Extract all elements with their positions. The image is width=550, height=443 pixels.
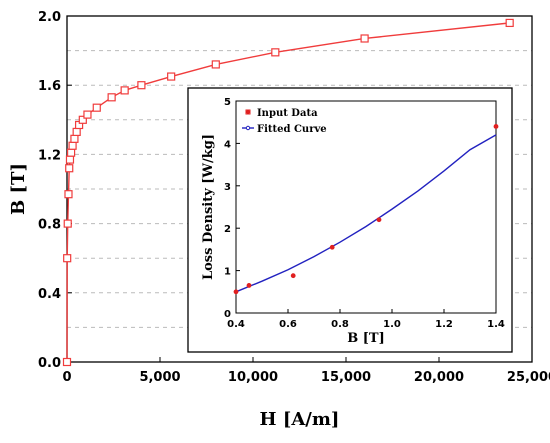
inset-plot-frame xyxy=(235,100,497,314)
bh-data-marker xyxy=(63,219,72,228)
input-data-point xyxy=(329,244,335,250)
bh-data-marker xyxy=(64,190,73,199)
fitted-curve-line xyxy=(235,134,497,293)
legend-input-swatch-dot xyxy=(246,110,250,114)
bh-data-marker xyxy=(63,254,72,263)
inset-y-tick-label: 4 xyxy=(224,139,231,150)
main-y-tick-label: 1.6 xyxy=(38,79,61,94)
bh-data-marker xyxy=(107,93,116,102)
legend-input-swatch-box xyxy=(245,109,251,115)
bh-data-marker xyxy=(271,48,280,57)
inset-box xyxy=(187,87,513,353)
inset-y-tick-label: 5 xyxy=(224,97,231,108)
bh-data-marker xyxy=(65,164,74,173)
input-data-point xyxy=(493,124,499,129)
bh-data-marker xyxy=(78,115,87,124)
bh-data-marker xyxy=(120,86,129,95)
bh-data-marker xyxy=(72,127,81,137)
inset-x-axis-title: B [T] xyxy=(347,331,385,346)
inset-y-tick-label: 0 xyxy=(224,309,231,320)
main-x-tick-label: 15,000 xyxy=(321,370,371,385)
legend-input-label: Input Data xyxy=(257,108,318,119)
inset-y-tick-label: 2 xyxy=(224,224,231,235)
main-y-tick-label: 0.8 xyxy=(38,218,61,233)
inset-legend: Input Data Fitted Curve xyxy=(242,108,327,135)
bh-data-marker xyxy=(360,34,369,43)
bh-data-marker xyxy=(167,72,176,81)
bh-data-marker xyxy=(62,357,72,367)
inset-x-tick-label: 0.6 xyxy=(279,319,297,330)
inset-y-axis-title: Loss Density [W/kg] xyxy=(201,134,216,280)
main-y-tick-label: 1.2 xyxy=(38,148,61,163)
bh-data-marker xyxy=(211,60,220,69)
inset-x-tick-label: 0.8 xyxy=(331,319,349,330)
main-y-tick-label: 0.0 xyxy=(38,356,61,371)
legend-fitted-label: Fitted Curve xyxy=(257,124,327,135)
main-x-tick-label: 25,000 xyxy=(507,370,550,385)
bh-data-marker xyxy=(68,141,77,150)
input-data-point xyxy=(246,283,252,288)
main-x-tick-label: 0 xyxy=(62,370,71,385)
inset-x-tick-label: 1.2 xyxy=(435,319,453,330)
bh-data-marker xyxy=(65,155,75,164)
inset-x-tick-label: 1.4 xyxy=(487,319,505,330)
main-x-tick-label: 10,000 xyxy=(228,370,278,385)
bh-data-marker xyxy=(83,110,92,119)
main-y-tick-label: 2.0 xyxy=(38,10,61,25)
main-x-axis-title: H [A/m] xyxy=(260,409,340,430)
bh-data-marker xyxy=(92,103,101,112)
bh-data-marker xyxy=(70,134,79,143)
bh-data-marker xyxy=(505,18,514,28)
input-data-point xyxy=(376,217,382,223)
legend-fitted-swatch-marker xyxy=(245,125,251,131)
bh-data-marker xyxy=(66,148,76,157)
input-data-point xyxy=(233,289,239,295)
input-data-point xyxy=(290,273,296,279)
main-x-tick-label: 20,000 xyxy=(414,370,464,385)
main-y-tick-label: 0.4 xyxy=(38,287,61,302)
main-y-axis-title: B [T] xyxy=(8,163,29,215)
main-x-tick-label: 5,000 xyxy=(139,370,180,385)
inset-x-tick-label: 1.0 xyxy=(383,319,401,330)
inset-y-tick-label: 1 xyxy=(224,267,231,278)
inset-y-tick-label: 3 xyxy=(224,182,231,193)
bh-data-marker xyxy=(137,81,146,90)
inset-x-tick-label: 0.4 xyxy=(227,319,245,330)
main-plot-frame xyxy=(66,15,533,363)
